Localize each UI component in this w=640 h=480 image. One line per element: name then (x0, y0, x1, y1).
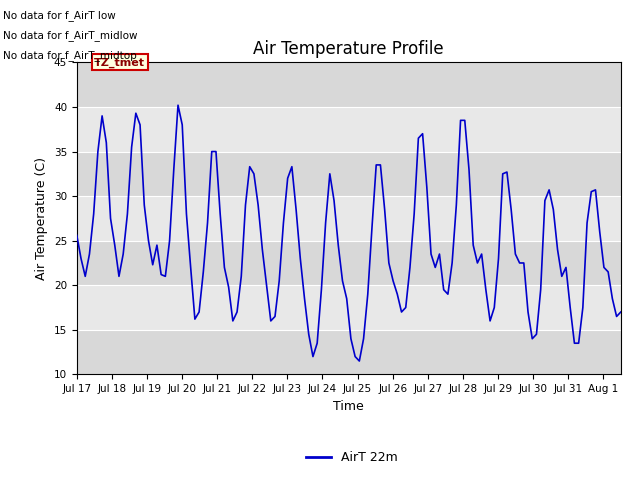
Bar (77, 107, 621, 152)
Text: No data for f_AirT_midtop: No data for f_AirT_midtop (3, 50, 137, 61)
Bar (77, 196, 621, 240)
Text: TZ_tmet: TZ_tmet (94, 57, 145, 68)
Bar (77, 152, 621, 196)
Y-axis label: Air Temperature (C): Air Temperature (C) (35, 157, 48, 280)
Text: No data for f_AirT low: No data for f_AirT low (3, 10, 116, 21)
Bar (77, 62, 621, 107)
Bar (77, 240, 621, 285)
Bar (77, 330, 621, 374)
Title: Air Temperature Profile: Air Temperature Profile (253, 40, 444, 58)
Bar (77, 285, 621, 330)
X-axis label: Time: Time (333, 400, 364, 413)
Legend: AirT 22m: AirT 22m (301, 446, 403, 469)
Text: No data for f_AirT_midlow: No data for f_AirT_midlow (3, 30, 138, 41)
